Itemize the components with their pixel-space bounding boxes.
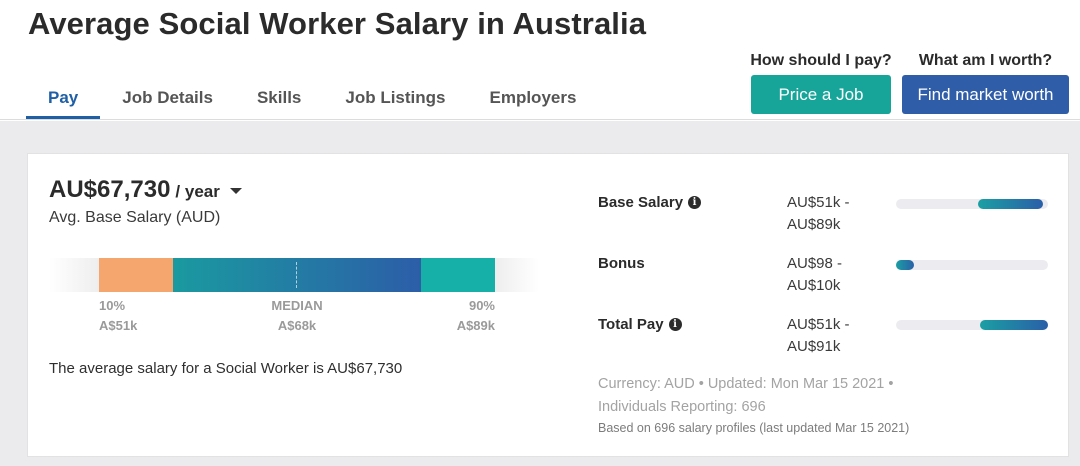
salary-headline: AU$67,730 / year — [49, 176, 242, 204]
salary-subtitle: Avg. Base Salary (AUD) — [49, 209, 221, 226]
total-pay-range: AU$51k - AU$91k — [787, 314, 877, 358]
base-salary-range-min: AU$51k - — [787, 194, 850, 211]
p90-value: A$89k — [456, 318, 495, 333]
base-salary-range-max: AU$89k — [787, 216, 841, 233]
bonus-label: Bonus — [598, 255, 645, 272]
salary-period-selector[interactable]: / year — [175, 182, 220, 201]
bonus-range-min: AU$98 - — [787, 255, 843, 272]
p10-value: A$51k — [99, 318, 138, 333]
meta-profiles: Based on 696 salary profiles (last updat… — [598, 421, 910, 435]
bar-segment-mid — [173, 258, 421, 292]
total-pay-range-fill — [979, 320, 1048, 330]
p10-label: 10% — [99, 298, 126, 313]
salary-amount: AU$67,730 — [49, 176, 171, 203]
salary-card: AU$67,730 / year Avg. Base Salary (AUD) … — [27, 153, 1069, 457]
total-pay-range-bar — [896, 320, 1048, 330]
bar-segment-high — [421, 258, 495, 292]
median-label: MEDIAN — [271, 298, 323, 313]
total-pay-text: Total Pay — [598, 316, 664, 333]
salary-summary: The average salary for a Social Worker i… — [49, 360, 403, 377]
tab-job-listings[interactable]: Job Listings — [345, 88, 446, 107]
p90-label: 90% — [468, 298, 495, 313]
bar-fade-right — [495, 258, 539, 292]
base-salary-range-fill — [978, 199, 1044, 209]
total-pay-range-min: AU$51k - — [787, 316, 850, 333]
meta-currency-updated: Currency: AUD • Updated: Mon Mar 15 2021… — [598, 376, 894, 392]
content-area: AU$67,730 / year Avg. Base Salary (AUD) … — [0, 121, 1080, 466]
base-salary-label: Base Salary i — [598, 194, 702, 211]
page-header: Average Social Worker Salary in Australi… — [0, 0, 1080, 120]
market-worth-section: What am I worth? Find market worth — [902, 52, 1069, 114]
salary-distribution-bar — [49, 258, 539, 292]
tab-pay[interactable]: Pay — [26, 78, 101, 119]
page-title: Average Social Worker Salary in Australi… — [28, 6, 647, 41]
price-a-job-button[interactable]: Price a Job — [751, 75, 891, 114]
bonus-range-fill — [896, 260, 915, 270]
median-marker — [296, 262, 297, 288]
price-question: How should I pay? — [750, 52, 892, 69]
tab-skills[interactable]: Skills — [256, 88, 302, 107]
median-value: A$68k — [277, 318, 317, 333]
meta-individuals: Individuals Reporting: 696 — [598, 399, 766, 415]
bonus-range-bar — [896, 260, 1048, 270]
info-icon[interactable]: i — [668, 318, 682, 331]
base-salary-text: Base Salary — [598, 194, 684, 211]
find-market-worth-button[interactable]: Find market worth — [902, 75, 1069, 114]
bonus-range: AU$98 - AU$10k — [787, 253, 877, 297]
base-salary-range-bar — [896, 199, 1048, 209]
price-a-job-section: How should I pay? Price a Job — [750, 52, 892, 114]
tab-employers[interactable]: Employers — [489, 88, 577, 107]
bar-segment-low — [99, 258, 173, 292]
total-pay-range-max: AU$91k — [787, 338, 841, 355]
total-pay-label: Total Pay i — [598, 316, 682, 333]
tab-bar: Pay Job Details Skills Job Listings Empl… — [26, 78, 598, 119]
tab-job-details[interactable]: Job Details — [122, 88, 213, 107]
info-icon[interactable]: i — [688, 196, 702, 209]
bonus-range-max: AU$10k — [787, 277, 841, 294]
bar-fade-left — [49, 258, 99, 292]
bonus-text: Bonus — [598, 255, 645, 272]
chevron-down-icon[interactable] — [229, 188, 242, 194]
base-salary-range: AU$51k - AU$89k — [787, 192, 877, 236]
worth-question: What am I worth? — [918, 52, 1053, 69]
